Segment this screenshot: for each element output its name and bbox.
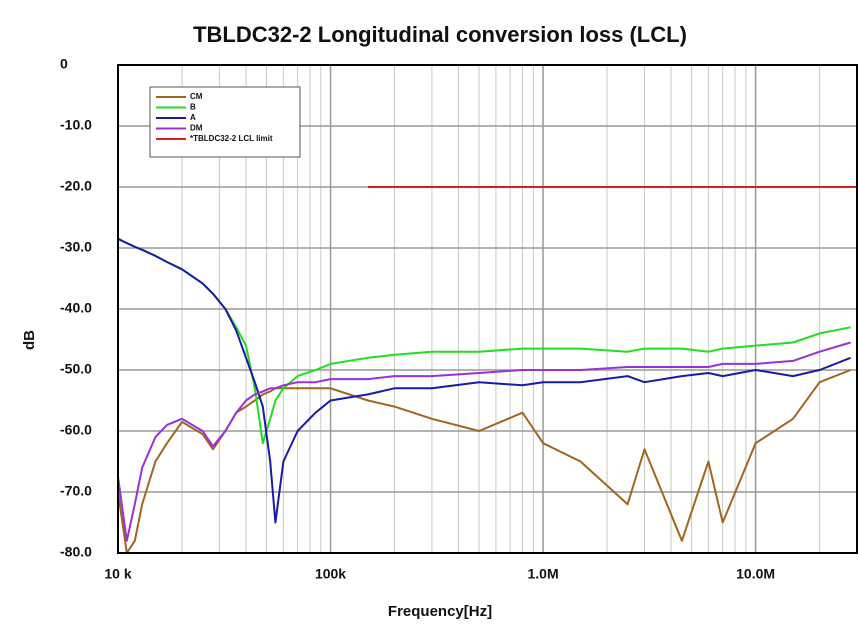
legend-label: DM: [190, 124, 203, 133]
plot-frame: [117, 64, 858, 554]
x-axis-label: Frequency[Hz]: [388, 603, 492, 620]
x-tick-label: 100k: [315, 566, 346, 582]
series-line: [117, 341, 851, 542]
legend-label: *TBLDC32-2 LCL limit: [190, 134, 273, 143]
y-tick-label: -20.0: [60, 178, 92, 194]
y-tick-label: -10.0: [60, 117, 92, 133]
y-tick-label: -40.0: [60, 300, 92, 316]
y-tick-label: -70.0: [60, 483, 92, 499]
chart-title: TBLDC32-2 Longitudinal conversion loss (…: [193, 22, 687, 47]
x-tick-label: 1.0M: [528, 566, 559, 582]
y-tick-label: -30.0: [60, 239, 92, 255]
legend-box: [149, 86, 301, 158]
legend-label: B: [190, 103, 196, 112]
y-tick-label: 0: [60, 56, 68, 72]
y-tick-label: -80.0: [60, 544, 92, 560]
y-tick-label: -50.0: [60, 361, 92, 377]
y-axis-label: dB: [21, 330, 38, 350]
series-line: [117, 237, 851, 524]
legend-label: A: [190, 113, 196, 122]
y-tick-label: -60.0: [60, 422, 92, 438]
series-line: [117, 369, 851, 554]
legend-label: CM: [190, 92, 203, 101]
x-tick-label: 10.0M: [736, 566, 775, 582]
series-line: [117, 237, 851, 445]
x-tick-label: 10 k: [104, 566, 131, 582]
